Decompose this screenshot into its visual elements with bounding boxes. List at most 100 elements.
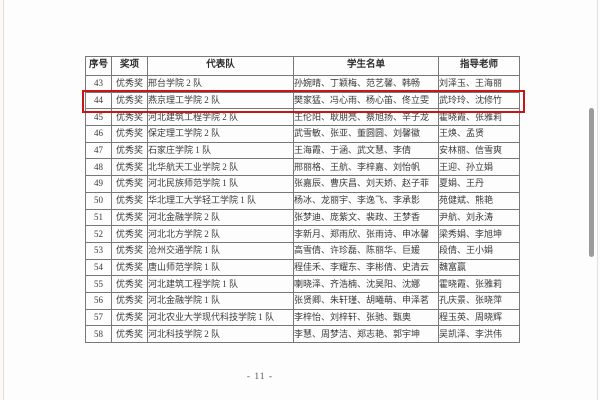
cell-no: 44 — [85, 91, 112, 110]
cell-students: 程佳禾、李耀东、李彬倩、史清云 — [293, 258, 439, 277]
scrollbar-thumb[interactable] — [589, 108, 594, 257]
cell-students: 李慧、周梦洁、郑志艳、郭宇坤 — [293, 325, 439, 343]
cell-team: 保定理工学院 2 队 — [147, 125, 294, 143]
cell-students: 杨冰、龙丽宇、李逸飞、李承影 — [293, 191, 439, 210]
cell-award: 优秀奖 — [111, 158, 148, 177]
cell-award: 优秀奖 — [111, 75, 148, 93]
table-row: 51 优秀奖 河北金融学院 2 队 张梦迪、庞紫文、裴政、王梦香 尹航、刘永涛 — [85, 208, 520, 227]
cell-no: 53 — [85, 241, 112, 260]
cell-no: 46 — [85, 125, 112, 143]
cell-team: 河北建筑工程学院 1 队 — [147, 275, 294, 293]
cell-award: 优秀奖 — [111, 241, 148, 260]
cell-award: 优秀奖 — [111, 141, 148, 160]
cell-no: 56 — [85, 291, 112, 310]
cell-team: 河北建筑工程学院 2 队 — [147, 108, 294, 127]
cell-no: 45 — [85, 108, 112, 127]
table-header-row: 序号 奖项 代表队 学生名单 指导老师 — [85, 56, 520, 76]
table-row: 47 优秀奖 石家庄学院 1 队 王海霞、于涵、武文慧、李倩 安林丽、信雪爽 — [85, 141, 520, 160]
cell-team: 北华航天工业学院 2 队 — [147, 158, 294, 177]
header-students: 学生名单 — [293, 56, 439, 76]
cell-students: 张嘉辰、曹庆昌、刘天娇、赵子菲 — [293, 175, 439, 193]
cell-students: 张贤卿、朱轩瑾、胡曦萌、申泽茗 — [293, 291, 439, 310]
cell-award: 优秀奖 — [111, 258, 148, 277]
cell-award: 优秀奖 — [111, 108, 148, 127]
cell-students: 武雪敏、张亚、董圆圆、刘馨徽 — [293, 125, 439, 143]
cell-team: 河北北方学院 2 队 — [147, 225, 294, 243]
table-row: 52 优秀奖 河北北方学院 2 队 李新月、郑雨欣、张雨诗、申冰馨 梁秀娟、李旭… — [85, 225, 520, 243]
table-row: 44 优秀奖 燕京理工学院 2 队 樊家猛、冯心雨、杨心笛、佟立雯 武玲玲、沈修… — [85, 91, 520, 110]
cell-team: 河北金融学院 2 队 — [147, 208, 294, 227]
cell-advisors: 夏娟、王丹 — [438, 175, 520, 193]
cell-no: 43 — [85, 75, 112, 93]
cell-advisors: 尹航、刘永涛 — [438, 208, 520, 227]
cell-advisors: 安林丽、信雪爽 — [438, 141, 520, 160]
table-row: 46 优秀奖 保定理工学院 2 队 武雪敏、张亚、董圆圆、刘馨徽 王焕、孟贤 — [85, 125, 520, 143]
cell-award: 优秀奖 — [111, 208, 148, 227]
cell-advisors: 魏富赢 — [438, 258, 520, 277]
cell-advisors: 苑健斌、熊艳 — [438, 191, 520, 210]
table-row: 55 优秀奖 河北建筑工程学院 1 队 喇晓泽、齐浩楠、沈昊阳、沈娜 霍晓霞、张… — [85, 275, 520, 293]
cell-award: 优秀奖 — [111, 308, 148, 327]
cell-award: 优秀奖 — [111, 325, 148, 343]
cell-no: 58 — [85, 325, 112, 343]
cell-students: 李梓怡、刘梓轩、张驰、甄奥 — [293, 308, 439, 327]
table-row: 53 优秀奖 沧州交通学院 1 队 高雪倩、许珍磊、陈丽华、巨媛 段倩、王小娟 — [85, 241, 520, 260]
cell-award: 优秀奖 — [111, 225, 148, 243]
cell-team: 河北民族师范学院 1 队 — [147, 175, 294, 193]
cell-students: 喇晓泽、齐浩楠、沈昊阳、沈娜 — [293, 275, 439, 293]
award-table: 序号 奖项 代表队 学生名单 指导老师 43 优秀奖 邢台学院 2 队 孙婉晴、… — [85, 56, 520, 343]
cell-advisors: 吴凯泽、李洪伟 — [438, 325, 520, 343]
cell-students: 张梦迪、庞紫文、裴政、王梦香 — [293, 208, 439, 227]
table-row: 58 优秀奖 河北科技学院 2 队 李慧、周梦洁、郑志艳、郭宇坤 吴凯泽、李洪伟 — [85, 325, 520, 343]
cell-award: 优秀奖 — [111, 125, 148, 143]
cell-no: 51 — [85, 208, 112, 227]
cell-advisors: 王焕、孟贤 — [438, 125, 520, 143]
header-team: 代表队 — [147, 56, 294, 76]
table-row: 54 优秀奖 唐山师范学院 1 队 程佳禾、李耀东、李彬倩、史清云 魏富赢 — [85, 258, 520, 277]
cell-advisors: 刘泽玉、王海丽 — [438, 75, 520, 93]
table-row: 45 优秀奖 河北建筑工程学院 2 队 王伦阳、耿朋亮、蔡旭扬、辛子龙 霍晓霞、… — [85, 108, 520, 127]
cell-award: 优秀奖 — [111, 191, 148, 210]
cell-no: 48 — [85, 158, 112, 177]
cell-students: 李新月、郑雨欣、张雨诗、申冰馨 — [293, 225, 439, 243]
cell-team: 沧州交通学院 1 队 — [147, 241, 294, 260]
header-advisors: 指导老师 — [438, 56, 520, 76]
cell-award: 优秀奖 — [111, 91, 148, 110]
cell-advisors: 王迎、孙立娟 — [438, 158, 520, 177]
cell-award: 优秀奖 — [111, 175, 148, 193]
cell-students: 樊家猛、冯心雨、杨心笛、佟立雯 — [293, 91, 439, 110]
cell-advisors: 程玉英、周晓辉 — [438, 308, 520, 327]
cell-advisors: 段倩、王小娟 — [438, 241, 520, 260]
cell-team: 唐山师范学院 1 队 — [147, 258, 294, 277]
table-row: 57 优秀奖 河北农业大学现代科技学院 1 队 李梓怡、刘梓轩、张驰、甄奥 程玉… — [85, 308, 520, 327]
table-row: 49 优秀奖 河北民族师范学院 1 队 张嘉辰、曹庆昌、刘天娇、赵子菲 夏娟、王… — [85, 175, 520, 193]
cell-students: 王伦阳、耿朋亮、蔡旭扬、辛子龙 — [293, 108, 439, 127]
cell-no: 50 — [85, 191, 112, 210]
cell-students: 高雪倩、许珍磊、陈丽华、巨媛 — [293, 241, 439, 260]
cell-team: 河北农业大学现代科技学院 1 队 — [147, 308, 294, 327]
cell-team: 河北金融学院 1 队 — [147, 291, 294, 310]
cell-team: 燕京理工学院 2 队 — [147, 91, 294, 110]
table-row: 48 优秀奖 北华航天工业学院 2 队 邢丽格、王航、李梓嘉、刘怡帆 王迎、孙立… — [85, 158, 520, 177]
header-no: 序号 — [85, 56, 112, 76]
table-row: 56 优秀奖 河北金融学院 1 队 张贤卿、朱轩瑾、胡曦萌、申泽茗 孔庆景、张晓… — [85, 291, 520, 310]
cell-students: 王海霞、于涵、武文慧、李倩 — [293, 141, 439, 160]
cell-advisors: 梁秀娟、李旭坤 — [438, 225, 520, 243]
right-edge-line — [597, 0, 598, 400]
cell-advisors: 霍晓霞、张雅莉 — [438, 275, 520, 293]
cell-no: 55 — [85, 275, 112, 293]
cell-students: 邢丽格、王航、李梓嘉、刘怡帆 — [293, 158, 439, 177]
cell-no: 54 — [85, 258, 112, 277]
cell-award: 优秀奖 — [111, 275, 148, 293]
header-award: 奖项 — [111, 56, 148, 76]
table-row: 43 优秀奖 邢台学院 2 队 孙婉晴、丁颖梅、范艺馨、韩畅 刘泽玉、王海丽 — [85, 75, 520, 93]
cell-no: 49 — [85, 175, 112, 193]
cell-team: 华北理工大学轻工学院 1 队 — [147, 191, 294, 210]
cell-advisors: 武玲玲、沈修竹 — [438, 91, 520, 110]
table-row: 50 优秀奖 华北理工大学轻工学院 1 队 杨冰、龙丽宇、李逸飞、李承影 苑健斌… — [85, 191, 520, 210]
cell-team: 河北科技学院 2 队 — [147, 325, 294, 343]
page-left-edge — [0, 0, 4, 400]
cell-no: 47 — [85, 141, 112, 160]
cell-advisors: 孔庆景、张晓萍 — [438, 291, 520, 310]
cell-students: 孙婉晴、丁颖梅、范艺馨、韩畅 — [293, 75, 439, 93]
